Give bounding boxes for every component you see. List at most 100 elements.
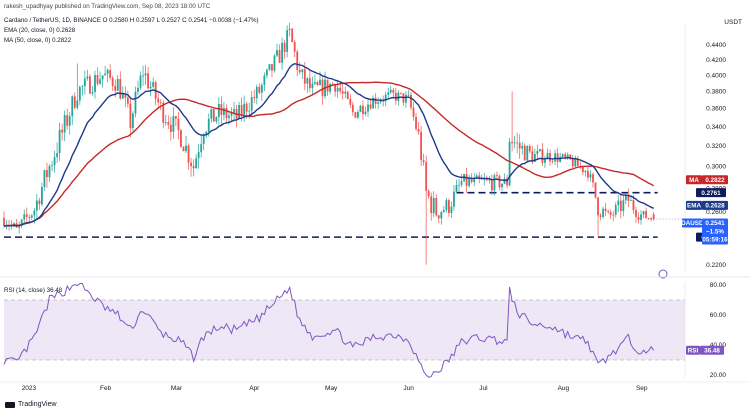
candle-body: [30, 215, 33, 218]
candle-body: [101, 75, 104, 80]
candle-body: [652, 214, 655, 220]
ma-legend: MA (50, close, 0) 0.2822: [4, 37, 72, 44]
candle-body: [511, 141, 514, 144]
candle-body: [38, 200, 41, 205]
candle-body: [106, 69, 109, 74]
candle-body: [533, 153, 536, 162]
time-tick-label: Aug: [558, 385, 570, 392]
ma-value-tag: [702, 175, 728, 185]
candle-body: [109, 69, 112, 78]
candle-body: [617, 200, 620, 206]
ma-value-text: 0.2822: [705, 177, 725, 184]
ema-name-text: EMA: [687, 203, 701, 210]
tradingview-logo-icon: [5, 401, 15, 408]
candle-body: [240, 104, 243, 115]
candle-body: [164, 122, 167, 123]
candle-body: [576, 158, 579, 166]
candle-body: [96, 75, 99, 84]
candle-body: [223, 107, 225, 115]
candle-body: [268, 64, 271, 70]
candle-body: [116, 79, 119, 91]
candle-body: [490, 180, 493, 191]
candle-body: [359, 105, 362, 113]
candle-body: [132, 113, 134, 129]
candle-body: [83, 78, 86, 87]
candle-body: [488, 179, 491, 181]
candle-body: [200, 144, 203, 153]
candle-body: [483, 179, 486, 181]
candle-body: [597, 197, 599, 216]
candle-body: [210, 109, 213, 119]
candle-body: [445, 200, 448, 211]
candle-body: [604, 208, 607, 211]
ma-name-text: MA: [689, 177, 699, 184]
candle-body: [61, 129, 64, 133]
candle-body: [508, 141, 511, 186]
last-name-tag: [682, 218, 702, 228]
candle-body: [399, 92, 402, 94]
candle-body: [351, 104, 354, 113]
candle-body: [195, 158, 198, 169]
candle-body: [253, 97, 256, 99]
candle-body: [516, 142, 519, 144]
price-tick-label: 0.4000: [706, 72, 726, 79]
candle-body: [384, 94, 387, 102]
candle-body: [546, 153, 549, 160]
ema-value-tag: [702, 200, 728, 210]
candle-body: [372, 97, 374, 109]
candle-body: [624, 194, 627, 201]
tradingview-logo-text: TradingView: [18, 401, 57, 408]
candle-body: [607, 210, 610, 213]
candle-body: [225, 107, 228, 119]
candle-body: [228, 115, 230, 119]
rsi-band: [4, 300, 685, 360]
candle-body: [566, 154, 569, 158]
candle-body: [56, 153, 58, 158]
candle-body: [89, 76, 91, 94]
candle-body: [51, 165, 53, 167]
candle-body: [635, 210, 637, 217]
candle-body: [344, 91, 347, 94]
candle-body: [263, 75, 266, 85]
price-tick-label: 0.3600: [706, 106, 726, 113]
candle-body: [539, 149, 541, 151]
candle-body: [455, 185, 458, 192]
candle-body: [405, 94, 407, 103]
candle-body: [215, 117, 218, 122]
candle-body: [485, 179, 488, 181]
event-marker-icon: [658, 269, 668, 279]
candle-body: [450, 206, 453, 214]
candle-body: [354, 112, 357, 118]
candle-body: [111, 77, 114, 86]
candle-body: [139, 75, 142, 88]
candle-body: [308, 78, 311, 89]
candle-body: [94, 75, 96, 93]
candle-body: [180, 130, 182, 147]
candle-body: [197, 152, 200, 159]
candle-body: [119, 79, 122, 99]
candle-body: [541, 149, 544, 163]
candle-body: [104, 73, 107, 76]
candle-body: [394, 92, 397, 101]
price-tick-label: 0.2600: [706, 209, 726, 216]
candle-body: [192, 166, 195, 169]
candle-body: [382, 100, 385, 102]
candle-body: [480, 178, 483, 180]
last-change-text: −1.5%: [706, 229, 724, 236]
symbol-line: Cardano / TetherUS, 1D, BINANCE O 0.2580…: [4, 17, 259, 24]
time-tick-label: Mar: [171, 385, 183, 392]
level-price-tag: [696, 188, 726, 198]
candle-body: [157, 98, 160, 103]
candle-body: [410, 94, 412, 108]
rsi-tick-label: 60.00: [710, 312, 727, 319]
last-value-tag: [702, 218, 728, 245]
candles-group: [3, 22, 655, 265]
candle-body: [177, 118, 180, 131]
candle-body: [460, 181, 463, 185]
candle-body: [217, 104, 220, 118]
candle-body: [76, 100, 79, 108]
candle-body: [374, 97, 377, 104]
candle-body: [190, 162, 192, 167]
candle-body: [129, 103, 132, 129]
candle-body: [564, 154, 567, 158]
